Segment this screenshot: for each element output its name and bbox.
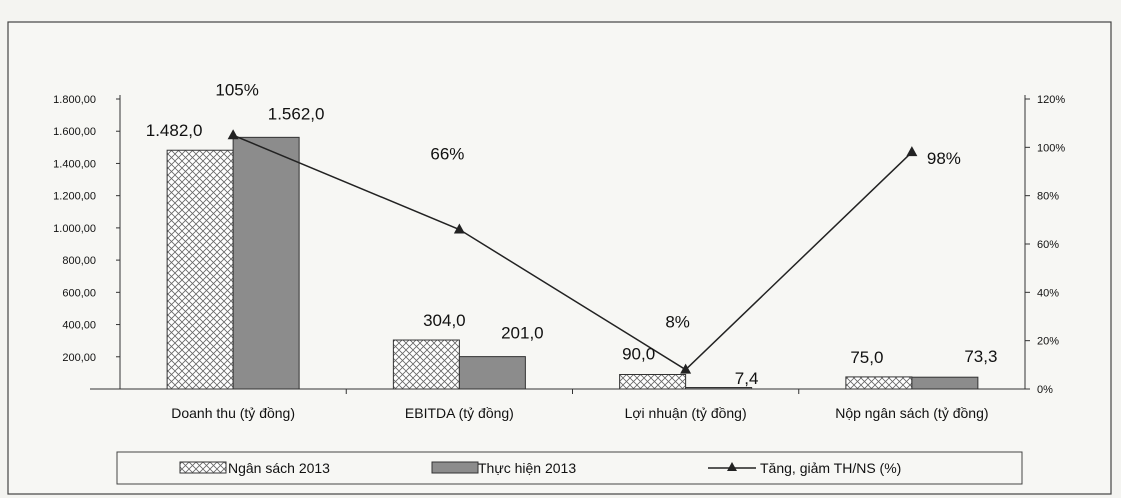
legend-swatch-0 (179, 461, 227, 474)
y-left-tick-label-4: 1.000,00 (53, 223, 96, 235)
data-label-budget-1: 304,0 (423, 311, 466, 330)
percent-point-0 (227, 129, 239, 140)
bar-budget-1 (392, 339, 460, 390)
y-left-tick-label-6: 1.400,00 (53, 158, 96, 170)
y-left-tick-label-7: 1.600,00 (53, 126, 96, 138)
x-tick-label-1: EBITDA (tỷ đồng) (405, 405, 514, 421)
percent-point-1 (453, 223, 465, 234)
legend-label-0: Ngân sách 2013 (228, 460, 330, 476)
y-left-tick-label-1: 400,00 (62, 320, 96, 332)
legend-label-2: Tăng, giảm TH/NS (%) (760, 460, 901, 476)
data-label-budget-0: 1.482,0 (146, 121, 203, 140)
y-right-tick-label-2: 40% (1037, 287, 1059, 299)
y-left-tick-label-0: 200,00 (62, 352, 96, 364)
x-tick-label-3: Nộp ngân sách (tỷ đồng) (835, 405, 988, 421)
y-right-tick-label-0: 0% (1037, 384, 1053, 396)
legend: Ngân sách 2013 Thực hiện 2013 Tăng, giảm T… (116, 451, 1023, 485)
x-tick-label-0: Doanh thu (tỷ đồng) (171, 405, 295, 421)
y-left-tick-label-3: 800,00 (62, 255, 96, 267)
data-label-actual-2: 7,4 (735, 369, 759, 388)
data-label-percent-2: 8% (665, 313, 690, 332)
bar-actual-0 (232, 136, 300, 390)
legend-triangle-marker (727, 462, 737, 471)
bar-actual-3 (911, 376, 979, 390)
percent-point-3 (906, 146, 918, 157)
data-label-percent-1: 66% (430, 145, 464, 164)
data-label-percent-3: 98% (927, 149, 961, 168)
y-left-tick-label-5: 1.200,00 (53, 191, 96, 203)
legend-label-1: Thực hiện 2013 (478, 460, 576, 476)
percent-line (232, 134, 913, 371)
bar-actual-1 (458, 356, 526, 390)
data-label-actual-0: 1.562,0 (268, 104, 325, 123)
y-right-tick-label-1: 20% (1037, 336, 1059, 348)
y-right-tick-label-4: 80% (1037, 191, 1059, 203)
data-label-budget-3: 75,0 (850, 348, 883, 367)
data-label-actual-3: 73,3 (964, 347, 997, 366)
bar-budget-2 (619, 374, 687, 390)
data-label-budget-2: 90,0 (622, 345, 655, 364)
bar-budget-3 (845, 376, 913, 390)
legend-box (116, 451, 1023, 485)
y-left-tick-label-8: 1.800,00 (53, 94, 96, 106)
data-label-percent-0: 105% (215, 80, 258, 99)
y-right-tick-label-6: 120% (1037, 94, 1065, 106)
percent-point-2 (680, 363, 692, 374)
y-right-tick-label-5: 100% (1037, 142, 1065, 154)
bar-budget-0 (166, 149, 234, 390)
y-left-tick-label-2: 600,00 (62, 287, 96, 299)
data-label-actual-1: 201,0 (501, 324, 544, 343)
y-right-tick-label-3: 60% (1037, 239, 1059, 251)
legend-swatch-1 (431, 461, 479, 474)
x-tick-label-2: Lợi nhuận (tỷ đồng) (625, 405, 747, 421)
